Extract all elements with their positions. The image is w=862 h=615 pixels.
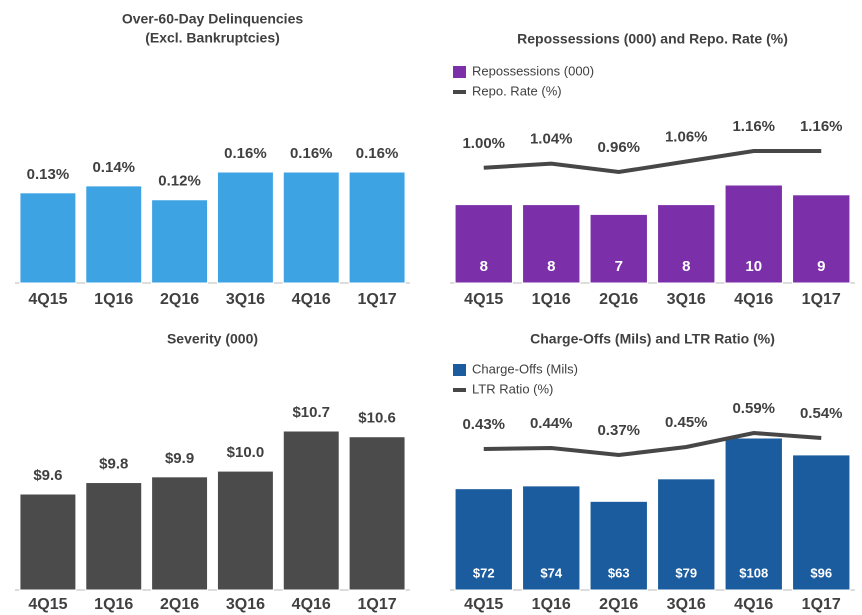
x-tick-label: 1Q16 bbox=[532, 596, 571, 613]
value-label: 0.96% bbox=[597, 139, 640, 156]
bar bbox=[724, 184, 783, 284]
x-tick-label: 3Q16 bbox=[667, 596, 706, 613]
bar bbox=[589, 500, 648, 591]
bar bbox=[85, 185, 143, 284]
bar bbox=[724, 437, 783, 591]
bar bbox=[792, 194, 851, 284]
x-tick-label: 1Q16 bbox=[532, 291, 571, 308]
value-label: 0.45% bbox=[665, 414, 708, 431]
bar bbox=[216, 171, 274, 284]
value-label: 0.16% bbox=[356, 145, 399, 162]
bar bbox=[216, 470, 274, 591]
bar bbox=[151, 476, 209, 591]
x-tick-label: 3Q16 bbox=[226, 596, 265, 613]
chart-title: Severity (000) bbox=[167, 331, 258, 347]
x-tick-label: 1Q17 bbox=[358, 596, 397, 613]
x-tick-label: 2Q16 bbox=[160, 596, 199, 613]
value-label: $72 bbox=[473, 565, 495, 580]
bar bbox=[19, 192, 77, 284]
x-tick-label: 4Q16 bbox=[734, 291, 773, 308]
chart-title: Charge-Offs (Mils) and LTR Ratio (%) bbox=[530, 331, 775, 347]
value-label: $9.8 bbox=[99, 456, 128, 473]
chart-subtitle: (Excl. Bankruptcies) bbox=[145, 30, 280, 46]
x-tick-label: 2Q16 bbox=[160, 291, 199, 308]
x-tick-label: 2Q16 bbox=[599, 596, 638, 613]
value-label: $108 bbox=[739, 565, 768, 580]
value-label: $96 bbox=[810, 565, 832, 580]
bar bbox=[792, 454, 851, 591]
bar bbox=[454, 204, 513, 284]
value-label: 1.16% bbox=[732, 118, 775, 135]
bar bbox=[522, 485, 581, 591]
value-label: 0.43% bbox=[462, 416, 505, 433]
bar bbox=[348, 436, 406, 591]
chart-title: Repossessions (000) and Repo. Rate (%) bbox=[517, 31, 788, 47]
x-tick-label: 4Q16 bbox=[292, 596, 331, 613]
value-label: 8 bbox=[480, 258, 488, 275]
bar bbox=[282, 430, 340, 591]
value-label: 0.13% bbox=[27, 166, 70, 183]
x-tick-label: 1Q17 bbox=[802, 291, 841, 308]
bar bbox=[85, 482, 143, 591]
value-label: 1.16% bbox=[800, 118, 843, 135]
legend-label: Repo. Rate (%) bbox=[472, 83, 562, 98]
value-label: 1.00% bbox=[462, 135, 505, 152]
value-label: 0.37% bbox=[597, 422, 640, 439]
line bbox=[483, 149, 822, 175]
value-label: $74 bbox=[540, 565, 562, 580]
bar bbox=[657, 478, 716, 591]
x-tick-label: 1Q17 bbox=[358, 291, 397, 308]
x-tick-label: 4Q15 bbox=[464, 596, 503, 613]
x-tick-label: 1Q16 bbox=[94, 596, 133, 613]
x-tick-label: 2Q16 bbox=[599, 291, 638, 308]
bar bbox=[589, 213, 648, 284]
x-tick-label: 1Q16 bbox=[94, 291, 133, 308]
value-label: $9.9 bbox=[165, 450, 194, 467]
legend-swatch bbox=[453, 364, 466, 376]
x-tick-label: 4Q16 bbox=[734, 596, 773, 613]
value-label: 0.14% bbox=[92, 159, 135, 176]
legend-label: Charge-Offs (Mils) bbox=[472, 361, 578, 376]
bar bbox=[454, 488, 513, 591]
value-label: 10 bbox=[745, 258, 762, 275]
chart-title: Over-60-Day Delinquencies bbox=[122, 11, 304, 27]
bar bbox=[522, 204, 581, 284]
x-tick-label: 4Q15 bbox=[28, 291, 67, 308]
bar bbox=[282, 171, 340, 284]
value-label: 7 bbox=[615, 258, 623, 275]
value-label: $9.6 bbox=[33, 467, 62, 484]
value-label: $10.6 bbox=[358, 410, 396, 427]
value-label: 0.59% bbox=[732, 400, 775, 417]
value-label: 0.16% bbox=[290, 145, 333, 162]
value-label: 9 bbox=[817, 258, 825, 275]
x-tick-label: 4Q16 bbox=[292, 291, 331, 308]
x-tick-label: 4Q15 bbox=[28, 596, 67, 613]
value-label: $63 bbox=[608, 565, 630, 580]
value-label: 8 bbox=[682, 258, 690, 275]
value-label: $79 bbox=[675, 565, 697, 580]
value-label: 0.54% bbox=[800, 405, 843, 422]
value-label: 1.04% bbox=[530, 131, 573, 148]
line bbox=[483, 430, 822, 458]
bar bbox=[151, 199, 209, 284]
bar bbox=[348, 171, 406, 284]
legend-label: Repossessions (000) bbox=[472, 63, 594, 78]
value-label: 8 bbox=[547, 258, 555, 275]
value-label: $10.7 bbox=[292, 404, 330, 421]
legend-label: LTR Ratio (%) bbox=[472, 381, 553, 396]
x-tick-label: 4Q15 bbox=[464, 291, 503, 308]
value-label: 0.16% bbox=[224, 145, 267, 162]
value-label: $10.0 bbox=[227, 444, 265, 461]
x-tick-label: 3Q16 bbox=[226, 291, 265, 308]
bar bbox=[657, 204, 716, 284]
bar bbox=[19, 493, 77, 591]
value-label: 0.12% bbox=[158, 173, 201, 190]
legend-swatch bbox=[453, 66, 466, 78]
value-label: 1.06% bbox=[665, 128, 708, 145]
x-tick-label: 1Q17 bbox=[802, 596, 841, 613]
value-label: 0.44% bbox=[530, 415, 573, 432]
x-tick-label: 3Q16 bbox=[667, 291, 706, 308]
